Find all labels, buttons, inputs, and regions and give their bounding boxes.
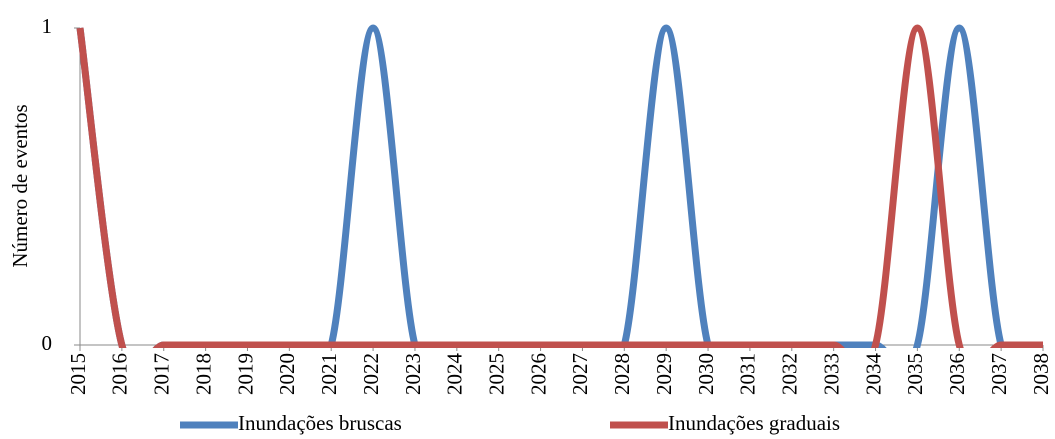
y-axis-label: Número de eventos [8,104,32,267]
plot [76,24,1045,348]
x-tick-label: 2025 [485,353,509,395]
x-tick-label: 2037 [987,353,1011,395]
x-tick-label: 2016 [108,353,132,395]
x-tick-label: 2020 [275,353,299,395]
x-tick-label: 2019 [233,353,257,395]
x-tick-label: 2030 [694,353,718,395]
x-tick-label: 2035 [903,353,927,395]
x-tick-label: 2026 [526,353,550,395]
x-tick-label: 2034 [861,353,885,396]
legend-label: Inundações graduais [668,411,840,435]
x-tick-label: 2032 [778,353,802,395]
x-tick-label: 2036 [945,353,969,395]
x-tick-label: 2017 [150,353,174,395]
y-tick-label: 0 [42,331,53,355]
x-tick-label: 2022 [359,353,383,395]
y-tick-label: 1 [42,14,53,38]
x-tick-label: 2024 [443,353,467,396]
x-tick-label: 2028 [610,353,634,395]
x-tick-label: 2021 [317,353,341,395]
x-tick-label: 2029 [652,353,676,395]
legend-label: Inundações bruscas [238,411,402,435]
x-tick-label: 2027 [568,353,592,395]
x-tick-label: 2033 [819,353,843,395]
series-line [76,24,1045,348]
x-tick-label: 2038 [1029,353,1053,395]
x-tick-label: 2023 [401,353,425,395]
x-tick-label: 2031 [736,353,760,395]
x-tick-label: 2018 [191,353,215,395]
series-line [76,24,1043,348]
x-tick-label: 2015 [66,353,90,395]
